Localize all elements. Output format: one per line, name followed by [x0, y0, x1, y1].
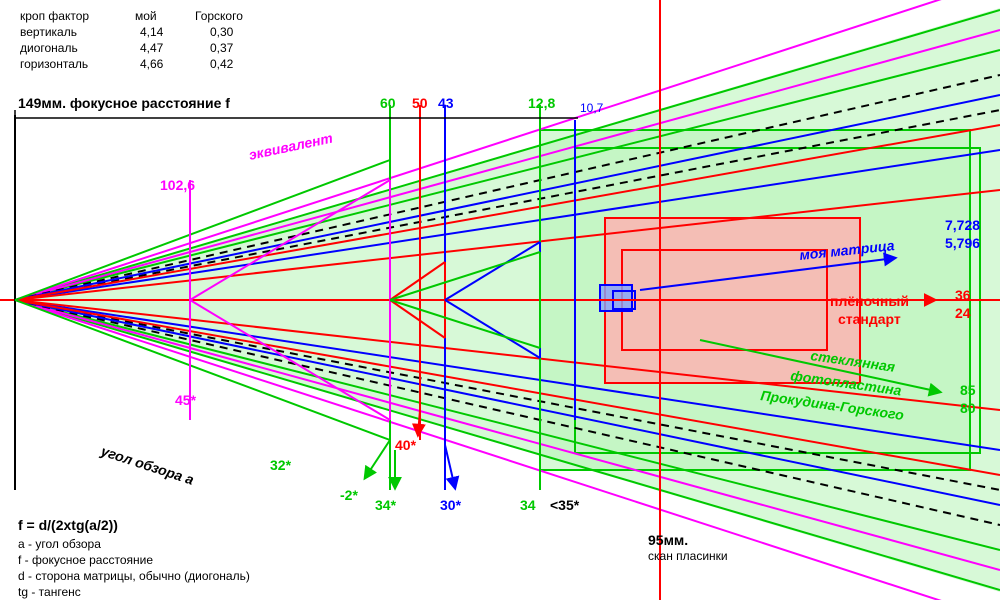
svg-text:0,30: 0,30	[210, 25, 234, 39]
svg-text:43: 43	[438, 95, 454, 111]
svg-text:плёночный: плёночный	[830, 293, 909, 309]
svg-text:50: 50	[412, 95, 428, 111]
svg-text:скан пласинки: скан пласинки	[648, 549, 728, 563]
svg-text:горизонталь: горизонталь	[20, 57, 88, 71]
svg-text:Горского: Горского	[195, 9, 243, 23]
svg-text:f - фокусное расстояние: f - фокусное расстояние	[18, 553, 153, 567]
svg-text:12,8: 12,8	[528, 95, 555, 111]
svg-text:95мм.: 95мм.	[648, 532, 688, 548]
svg-text:4,47: 4,47	[140, 41, 164, 55]
svg-text:34: 34	[520, 497, 536, 513]
svg-text:0,37: 0,37	[210, 41, 234, 55]
svg-text:5,796: 5,796	[945, 235, 980, 251]
svg-text:<35*: <35*	[550, 497, 580, 513]
frame	[600, 285, 632, 311]
svg-text:4,14: 4,14	[140, 25, 164, 39]
svg-text:стандарт: стандарт	[838, 311, 901, 327]
svg-text:36: 36	[955, 287, 971, 303]
svg-text:7,728: 7,728	[945, 217, 980, 233]
svg-text:0,42: 0,42	[210, 57, 234, 71]
svg-text:4,66: 4,66	[140, 57, 164, 71]
svg-text:34*: 34*	[375, 497, 397, 513]
svg-text:40*: 40*	[395, 437, 417, 453]
svg-text:tg - тангенс: tg - тангенс	[18, 585, 81, 599]
svg-text:102,6: 102,6	[160, 177, 195, 193]
svg-text:угол обзора а: угол обзора а	[98, 442, 196, 487]
optics-diagram: кроп фактор мой Горского вертикаль 4,14 0,30 д…	[0, 0, 1000, 600]
svg-text:вертикаль: вертикаль	[20, 25, 77, 39]
svg-text:d - сторона матрицы, обычно (д: d - сторона матрицы, обычно (диогональ)	[18, 569, 250, 583]
svg-text:30*: 30*	[440, 497, 462, 513]
svg-text:a - угол обзора: a - угол обзора	[18, 537, 101, 551]
svg-text:10,7: 10,7	[580, 101, 604, 115]
svg-text:45*: 45*	[175, 392, 197, 408]
svg-text:32*: 32*	[270, 457, 292, 473]
svg-text:-2*: -2*	[340, 487, 358, 503]
svg-text:80: 80	[960, 400, 976, 416]
svg-text:диогональ: диогональ	[20, 41, 78, 55]
svg-text:f = d/(2xtg(a/2)): f = d/(2xtg(a/2))	[18, 517, 118, 533]
svg-text:60: 60	[380, 95, 396, 111]
svg-text:мой: мой	[135, 9, 157, 23]
svg-text:24: 24	[955, 305, 971, 321]
svg-text:149мм. фокусное расстояние: 149мм. фокусное расстояние f	[18, 95, 230, 111]
svg-text:85: 85	[960, 382, 976, 398]
svg-text:кроп фактор: кроп фактор	[20, 9, 89, 23]
svg-text:эквивалент: эквивалент	[247, 130, 334, 163]
